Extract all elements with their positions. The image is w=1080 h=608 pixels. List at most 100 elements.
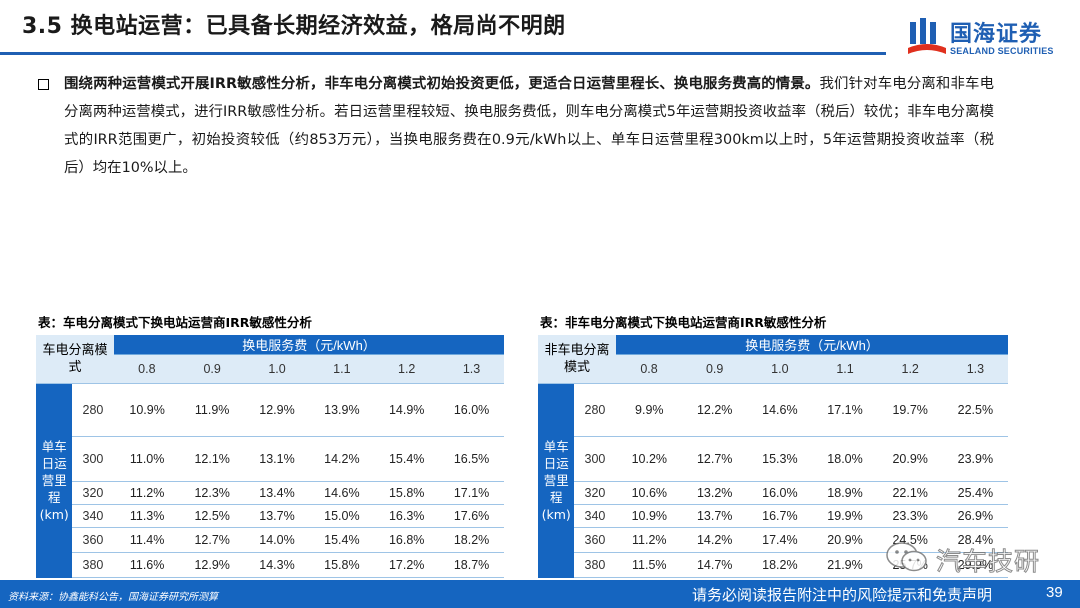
brand-name-cn: 国海证券 xyxy=(950,22,1043,47)
irr-cell: 14.2% xyxy=(682,527,748,553)
table-row: 300 10.2% 12.7% 15.3% 18.0% 20.9% 23.9% xyxy=(538,436,1008,482)
table-header-row: 车电分离模式 换电服务费（元/kWh） xyxy=(36,335,504,384)
table-corner-label: 非车电分离模式 xyxy=(538,335,616,384)
fee-value: 0.9 xyxy=(179,354,245,384)
irr-cell: 14.6% xyxy=(309,481,375,505)
irr-cell: 10.2% xyxy=(616,436,683,482)
irr-cell: 29.9% xyxy=(942,552,1008,578)
table-2-caption: 表：非车电分离模式下换电站运营商IRR敏感性分析 xyxy=(540,315,827,330)
irr-cell: 9.9% xyxy=(616,383,683,437)
table-row: 320 11.2% 12.3% 13.4% 14.6% 15.8% 17.1% xyxy=(36,481,504,505)
irr-cell: 17.4% xyxy=(747,527,813,553)
table-row: 320 10.6% 13.2% 16.0% 18.9% 22.1% 25.4% xyxy=(538,481,1008,505)
mileage-cell: 300 xyxy=(574,436,617,482)
irr-cell: 12.7% xyxy=(682,436,748,482)
fee-values-row: 0.8 0.9 1.0 1.1 1.2 1.3 xyxy=(36,354,504,384)
mileage-cell: 340 xyxy=(574,504,617,528)
brand-name-en: SEALAND SECURITIES xyxy=(950,46,1054,56)
irr-cell: 23.9% xyxy=(942,436,1008,482)
bullet-square-icon xyxy=(38,79,49,90)
irr-cell: 11.6% xyxy=(114,552,180,578)
irr-cell: 25.4% xyxy=(942,481,1008,505)
fee-value: 0.8 xyxy=(114,354,180,384)
irr-cell: 11.5% xyxy=(616,552,683,578)
irr-cell: 18.9% xyxy=(812,481,878,505)
irr-cell: 16.0% xyxy=(747,481,813,505)
irr-table-separated: 车电分离模式 换电服务费（元/kWh） 0.8 0.9 1.0 1.1 1.2 1.3 单车日运… xyxy=(36,335,504,578)
fee-value: 0.8 xyxy=(616,354,683,384)
mileage-cell: 380 xyxy=(72,552,115,578)
irr-cell: 12.3% xyxy=(179,481,245,505)
irr-cell: 11.2% xyxy=(616,527,683,553)
irr-cell: 26.9% xyxy=(942,504,1008,528)
mileage-cell: 360 xyxy=(72,527,115,553)
watermark-text: 汽车技研 xyxy=(935,547,1041,577)
footer-bar xyxy=(0,580,1080,608)
irr-cell: 13.7% xyxy=(682,504,748,528)
irr-cell: 17.6% xyxy=(439,504,504,528)
irr-cell: 15.3% xyxy=(747,436,813,482)
irr-cell: 12.2% xyxy=(682,383,748,437)
irr-cell: 10.9% xyxy=(114,383,180,437)
irr-cell: 13.7% xyxy=(244,504,310,528)
irr-cell: 20.9% xyxy=(812,527,878,553)
body-bold-lead: 围绕两种运营模式开展IRR敏感性分析，非车电分离模式初始投资更低，更适合日运营里… xyxy=(64,76,820,92)
irr-cell: 14.0% xyxy=(244,527,310,553)
irr-cell: 13.1% xyxy=(244,436,310,482)
fee-value: 0.9 xyxy=(682,354,748,384)
row-group-label: 单车日运营里程(km) xyxy=(538,383,575,578)
mileage-cell: 380 xyxy=(574,552,617,578)
irr-cell: 14.7% xyxy=(682,552,748,578)
irr-cell: 15.4% xyxy=(309,527,375,553)
mileage-cell: 320 xyxy=(574,481,617,505)
table-1-caption: 表：车电分离模式下换电站运营商IRR敏感性分析 xyxy=(38,315,312,330)
fee-value: 1.1 xyxy=(309,354,375,384)
irr-cell: 12.5% xyxy=(179,504,245,528)
mileage-cell: 320 xyxy=(72,481,115,505)
page-number: 39 xyxy=(1046,584,1063,601)
body-paragraph: 围绕两种运营模式开展IRR敏感性分析，非车电分离模式初始投资更低，更适合日运营里… xyxy=(64,70,994,182)
irr-cell: 14.2% xyxy=(309,436,375,482)
table-row: 单车日运营里程(km) 280 9.9% 12.2% 14.6% 17.1% 19.7% 22… xyxy=(538,383,1008,578)
fee-value: 1.3 xyxy=(942,354,1008,384)
irr-cell: 23.3% xyxy=(877,504,943,528)
irr-cell: 16.7% xyxy=(747,504,813,528)
fee-header: 换电服务费（元/kWh） xyxy=(616,335,1008,355)
irr-cell: 13.9% xyxy=(309,383,375,437)
body-rest: 我们针对车电分离和非车电分离两种运营模式，进行IRR敏感性分析。若日运营里程较短… xyxy=(64,76,994,176)
table-row: 340 10.9% 13.7% 16.7% 19.9% 23.3% 26.9% xyxy=(538,504,1008,528)
table-corner-label: 车电分离模式 xyxy=(36,335,114,384)
irr-cell: 18.7% xyxy=(439,552,504,578)
irr-cell: 12.7% xyxy=(179,527,245,553)
mileage-cell: 360 xyxy=(574,527,617,553)
irr-cell: 22.1% xyxy=(877,481,943,505)
irr-cell: 12.9% xyxy=(244,383,310,437)
page-title: 3.5 换电站运营：已具备长期经济效益，格局尚不明朗 xyxy=(22,14,566,39)
table-row: 360 11.4% 12.7% 14.0% 15.4% 16.8% 18.2% xyxy=(36,527,504,553)
wechat-icon xyxy=(886,542,927,572)
irr-cell: 11.3% xyxy=(114,504,180,528)
irr-cell: 15.8% xyxy=(309,552,375,578)
irr-cell: 16.0% xyxy=(439,383,504,437)
table-row: 340 11.3% 12.5% 13.7% 15.0% 16.3% 17.6% xyxy=(36,504,504,528)
fee-value: 1.0 xyxy=(244,354,310,384)
fee-value: 1.2 xyxy=(374,354,440,384)
title-underline xyxy=(0,52,886,55)
brand-logo: 国海证券 SEALAND SECURITIES xyxy=(908,14,1068,60)
footer-source: 资料来源：协鑫能科公告，国海证券研究所测算 xyxy=(8,592,218,603)
irr-cell: 16.5% xyxy=(439,436,504,482)
mileage-cell: 300 xyxy=(72,436,115,482)
irr-cell: 14.3% xyxy=(244,552,310,578)
table-row: 300 11.0% 12.1% 13.1% 14.2% 15.4% 16.5% xyxy=(36,436,504,482)
footer-disclaimer: 请务必阅读报告附注中的风险提示和免责声明 xyxy=(692,586,993,604)
irr-cell: 11.2% xyxy=(114,481,180,505)
irr-cell: 15.4% xyxy=(374,436,440,482)
irr-cell: 20.9% xyxy=(877,436,943,482)
fee-values-row: 0.8 0.9 1.0 1.1 1.2 1.3 xyxy=(538,354,1008,384)
irr-table-non-separated: 非车电分离模式 换电服务费（元/kWh） 0.8 0.9 1.0 1.1 1.2 1.3 单车日… xyxy=(538,335,1008,578)
irr-cell: 18.2% xyxy=(439,527,504,553)
irr-cell: 17.1% xyxy=(439,481,504,505)
fee-header: 换电服务费（元/kWh） xyxy=(114,335,504,355)
irr-cell: 13.4% xyxy=(244,481,310,505)
irr-cell: 19.9% xyxy=(812,504,878,528)
